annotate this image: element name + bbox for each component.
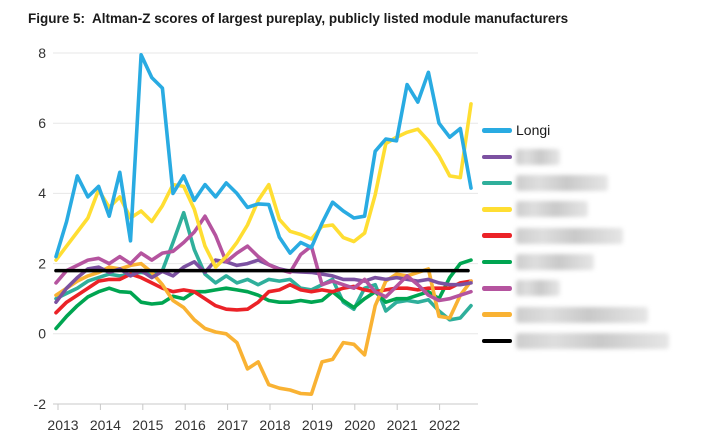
legend-label-redacted bbox=[516, 253, 594, 270]
y-axis-tick-label: 2 bbox=[38, 255, 46, 271]
x-axis-tick-label: 2014 bbox=[90, 417, 121, 433]
figure-title: Figure 5: Altman-Z scores of largest pur… bbox=[28, 11, 569, 26]
y-axis-tick-label: -2 bbox=[34, 396, 47, 412]
y-axis-tick-label: 6 bbox=[38, 115, 46, 131]
legend-item-redacted-7 bbox=[482, 306, 712, 323]
series-line-longi bbox=[54, 52, 473, 259]
legend-label-redacted bbox=[516, 201, 588, 218]
legend-item-redacted-5 bbox=[482, 253, 712, 270]
y-axis-tick-label: 8 bbox=[38, 45, 46, 61]
y-axis-tick-label: 4 bbox=[38, 185, 46, 201]
x-axis-tick-label: 2022 bbox=[429, 417, 460, 433]
legend-swatch bbox=[482, 312, 512, 317]
chart-legend: Longi bbox=[482, 122, 712, 359]
legend-swatch bbox=[482, 128, 512, 133]
legend-label-redacted bbox=[516, 306, 648, 323]
legend-label-redacted bbox=[516, 227, 623, 244]
legend-item-redacted-2 bbox=[482, 175, 712, 192]
legend-swatch bbox=[482, 259, 512, 265]
legend-item-longi: Longi bbox=[482, 122, 712, 139]
legend-item-redacted-1 bbox=[482, 148, 712, 165]
legend-label-redacted bbox=[516, 175, 608, 192]
legend-item-redacted-6 bbox=[482, 280, 712, 297]
y-axis-tick-label: 0 bbox=[38, 326, 46, 342]
legend-label-redacted bbox=[516, 332, 669, 349]
legend-swatch bbox=[482, 338, 512, 344]
legend-swatch bbox=[482, 233, 512, 238]
legend-item-redacted-8 bbox=[482, 332, 712, 349]
x-axis-tick-label: 2015 bbox=[132, 417, 163, 433]
legend-label-redacted bbox=[516, 280, 560, 297]
legend-label: Longi bbox=[516, 122, 551, 138]
x-axis-tick-label: 2016 bbox=[175, 417, 206, 433]
legend-swatch bbox=[482, 180, 512, 186]
legend-swatch bbox=[482, 207, 512, 212]
legend-swatch bbox=[482, 154, 512, 160]
x-axis-tick-label: 2017 bbox=[217, 417, 248, 433]
x-axis-tick-label: 2019 bbox=[302, 417, 333, 433]
legend-label-redacted bbox=[516, 148, 560, 165]
x-axis-tick-label: 2018 bbox=[259, 417, 290, 433]
series-line-redacted-red bbox=[54, 272, 473, 315]
series-line-redacted-magenta bbox=[54, 214, 473, 303]
x-axis-tick-label: 2013 bbox=[47, 417, 78, 433]
legend-item-redacted-3 bbox=[482, 201, 712, 218]
legend-item-redacted-4 bbox=[482, 227, 712, 244]
series-line-redacted-teal bbox=[54, 210, 473, 322]
series-line-redacted-orange bbox=[54, 261, 473, 397]
x-axis-tick-label: 2021 bbox=[387, 417, 418, 433]
x-axis-tick-label: 2020 bbox=[344, 417, 375, 433]
legend-swatch bbox=[482, 285, 512, 291]
